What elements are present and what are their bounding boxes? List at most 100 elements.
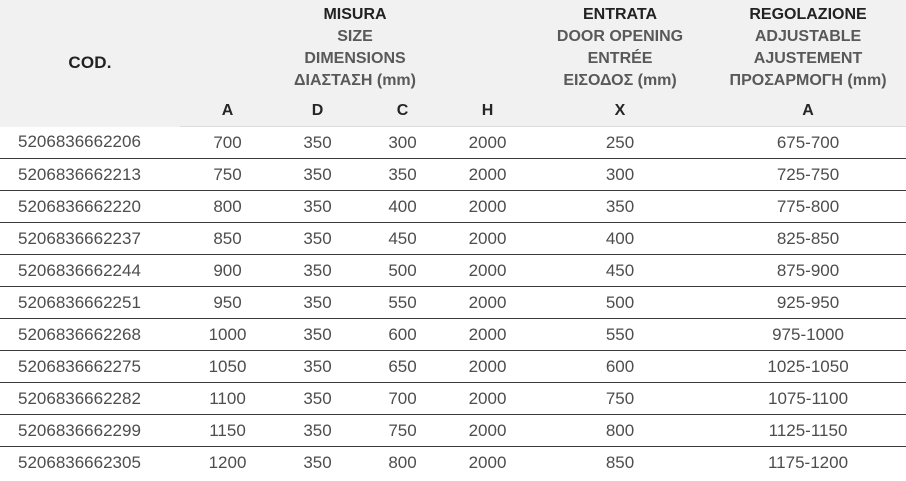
cell-cod: 5206836662268: [0, 318, 180, 351]
cell-cod: 5206836662282: [0, 382, 180, 415]
group-misura-lines: MISURA SIZE DIMENSIONS ΔΙΑΣΤΑΣΗ (mm): [180, 4, 530, 92]
cell-a: 900: [180, 254, 275, 287]
cell-cod: 5206836662213: [0, 158, 180, 191]
cell-d: 350: [275, 254, 360, 287]
cell-adjustable: 1025-1050: [710, 350, 906, 383]
group-misura-line-1: MISURA: [323, 5, 387, 23]
cell-a: 950: [180, 286, 275, 319]
subcolumn-header-c: C: [360, 95, 445, 127]
cell-d: 350: [275, 190, 360, 223]
cell-x: 600: [530, 350, 711, 383]
group-entrata-line-1: ENTRATA: [582, 5, 658, 23]
table-row: 5206836662305 1200 350 800 2000 850 1175…: [0, 446, 906, 478]
cell-c: 500: [360, 254, 445, 287]
cell-cod: 5206836662206: [0, 126, 180, 159]
group-regolazione-line-4: ΠΡΟΣΑΡΜΟΓΗ (mm): [729, 71, 887, 89]
cell-adjustable: 1075-1100: [710, 382, 906, 415]
cell-h: 2000: [445, 286, 531, 319]
cell-cod: 5206836662275: [0, 350, 180, 383]
cell-cod: 5206836662244: [0, 254, 180, 287]
cell-h: 2000: [445, 254, 531, 287]
group-regolazione-line-1: REGOLAZIONE: [749, 5, 867, 23]
cell-h: 2000: [445, 446, 531, 478]
group-entrata-line-3: ENTRÉE: [587, 49, 653, 67]
table-row: 5206836662220 800 350 400 2000 350 775-8…: [0, 190, 906, 223]
cell-adjustable: 675-700: [710, 126, 906, 159]
cell-cod: 5206836662299: [0, 414, 180, 447]
cell-adjustable: 825-850: [710, 222, 906, 255]
cell-cod: 5206836662305: [0, 446, 180, 478]
cell-a: 1000: [180, 318, 275, 351]
column-group-misura: MISURA SIZE DIMENSIONS ΔΙΑΣΤΑΣΗ (mm): [180, 0, 531, 95]
table-body: 5206836662206 700 350 300 2000 250 675-7…: [0, 126, 906, 478]
cell-h: 2000: [445, 414, 531, 447]
table-row: 5206836662268 1000 350 600 2000 550 975-…: [0, 318, 906, 351]
cell-d: 350: [275, 446, 360, 478]
cell-c: 350: [360, 158, 445, 191]
group-regolazione-line-2: ADJUSTABLE: [754, 27, 862, 45]
cell-adjustable: 1175-1200: [710, 446, 906, 478]
group-entrata-line-4: ΕΙΣΟΔΟΣ (mm): [563, 71, 677, 89]
cell-c: 700: [360, 382, 445, 415]
cell-a: 1150: [180, 414, 275, 447]
cell-d: 350: [275, 350, 360, 383]
cell-adjustable: 725-750: [710, 158, 906, 191]
cell-x: 450: [530, 254, 711, 287]
group-misura-line-2: SIZE: [337, 27, 373, 45]
column-header-cod: COD.: [0, 0, 180, 127]
cell-d: 350: [275, 158, 360, 191]
table-row: 5206836662237 850 350 450 2000 400 825-8…: [0, 222, 906, 255]
cell-c: 400: [360, 190, 445, 223]
cell-c: 300: [360, 126, 445, 159]
cell-a: 1200: [180, 446, 275, 478]
cell-d: 350: [275, 382, 360, 415]
table-row: 5206836662299 1150 350 750 2000 800 1125…: [0, 414, 906, 447]
cell-x: 800: [530, 414, 711, 447]
cell-d: 350: [275, 286, 360, 319]
cell-d: 350: [275, 318, 360, 351]
cell-h: 2000: [445, 382, 531, 415]
table-row: 5206836662275 1050 350 650 2000 600 1025…: [0, 350, 906, 383]
table-row: 5206836662206 700 350 300 2000 250 675-7…: [0, 126, 906, 159]
group-entrata-line-2: DOOR OPENING: [556, 27, 684, 45]
cell-adjustable: 775-800: [710, 190, 906, 223]
cell-adjustable: 1125-1150: [710, 414, 906, 447]
header-group-row: COD. MISURA SIZE DIMENSIONS ΔΙΑΣΤΑΣΗ (mm…: [0, 0, 906, 127]
cell-h: 2000: [445, 318, 531, 351]
table-row: 5206836662282 1100 350 700 2000 750 1075…: [0, 382, 906, 415]
table-row: 5206836662251 950 350 550 2000 500 925-9…: [0, 286, 906, 319]
subcolumn-header-adjustable: A: [710, 95, 906, 127]
cell-adjustable: 975-1000: [710, 318, 906, 351]
cell-h: 2000: [445, 126, 531, 159]
column-group-regolazione: REGOLAZIONE ADJUSTABLE AJUSTEMENT ΠΡΟΣΑΡ…: [710, 0, 906, 95]
cell-c: 800: [360, 446, 445, 478]
cell-c: 600: [360, 318, 445, 351]
cell-a: 850: [180, 222, 275, 255]
cell-c: 650: [360, 350, 445, 383]
cell-adjustable: 875-900: [710, 254, 906, 287]
cell-h: 2000: [445, 350, 531, 383]
cell-a: 1100: [180, 382, 275, 415]
cell-x: 250: [530, 126, 711, 159]
cell-d: 350: [275, 222, 360, 255]
cell-d: 350: [275, 414, 360, 447]
cell-x: 850: [530, 446, 711, 478]
cell-d: 350: [275, 126, 360, 159]
column-group-entrata: ENTRATA DOOR OPENING ENTRÉE ΕΙΣΟΔΟΣ (mm): [530, 0, 711, 95]
group-misura-line-3: DIMENSIONS: [304, 49, 406, 67]
cell-a: 800: [180, 190, 275, 223]
cell-h: 2000: [445, 190, 531, 223]
subcolumn-header-x: X: [530, 95, 711, 127]
cell-adjustable: 925-950: [710, 286, 906, 319]
subcolumn-header-d: D: [275, 95, 360, 127]
table-header: COD. MISURA SIZE DIMENSIONS ΔΙΑΣΤΑΣΗ (mm…: [0, 0, 906, 127]
cell-x: 750: [530, 382, 711, 415]
cell-cod: 5206836662237: [0, 222, 180, 255]
cell-a: 700: [180, 126, 275, 159]
subcolumn-header-h: H: [445, 95, 531, 127]
cell-c: 750: [360, 414, 445, 447]
cell-x: 300: [530, 158, 711, 191]
subcolumn-header-a: A: [180, 95, 275, 127]
cell-a: 750: [180, 158, 275, 191]
